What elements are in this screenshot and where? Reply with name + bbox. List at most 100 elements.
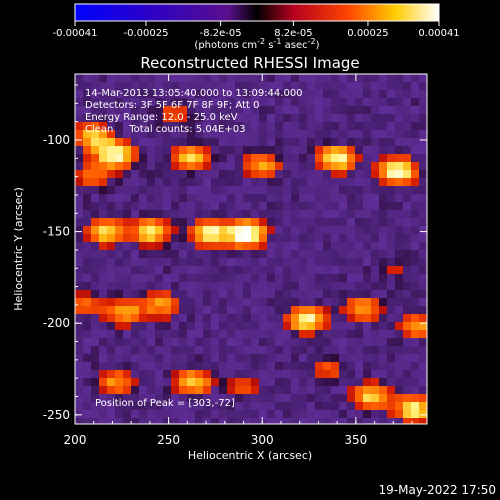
heatmap-cell (83, 154, 92, 163)
heatmap-cell (403, 242, 412, 251)
heatmap-cell (331, 114, 340, 123)
heatmap-cell (291, 90, 300, 99)
heatmap-cell (99, 234, 108, 243)
heatmap-cell (235, 74, 244, 83)
heatmap-cell (235, 250, 244, 259)
heatmap-cell (267, 186, 276, 195)
heatmap-cell (347, 378, 356, 387)
heatmap-cell (371, 218, 380, 227)
heatmap-cell (123, 330, 132, 339)
heatmap-cell (339, 106, 348, 115)
heatmap-cell (379, 202, 388, 211)
heatmap-cell (299, 354, 308, 363)
heatmap-cell (171, 194, 180, 203)
heatmap-cell (283, 362, 292, 371)
heatmap-cell (187, 146, 196, 155)
heatmap-cell (211, 122, 220, 131)
heatmap-cell (307, 266, 316, 275)
heatmap-cell (243, 74, 252, 83)
heatmap-cell (339, 82, 348, 91)
heatmap-cell (419, 170, 427, 179)
heatmap-cell (331, 274, 340, 283)
heatmap-cell (267, 290, 276, 299)
heatmap-cell (123, 202, 132, 211)
heatmap-cell (219, 322, 228, 331)
heatmap-cell (107, 314, 116, 323)
heatmap-cell (355, 258, 364, 267)
heatmap-cell (235, 258, 244, 267)
heatmap-cell (371, 122, 380, 131)
heatmap-cell (107, 346, 116, 355)
heatmap-cell (147, 122, 156, 131)
heatmap-cell (187, 274, 196, 283)
heatmap-cell (219, 162, 228, 171)
heatmap-cell (299, 402, 308, 411)
heatmap-cell (251, 378, 260, 387)
heatmap-cell (211, 226, 220, 235)
y-tick-label: -100 (43, 133, 70, 147)
heatmap-cell (235, 210, 244, 219)
annotation-time-range: 14-Mar-2013 13:05:40.000 to 13:09:44.000 (85, 88, 303, 99)
heatmap-cell (323, 114, 332, 123)
heatmap-cell (331, 218, 340, 227)
heatmap-cell (387, 210, 396, 219)
heatmap-cell (179, 266, 188, 275)
heatmap-cell (283, 338, 292, 347)
heatmap-cell (363, 394, 372, 403)
heatmap-cell (163, 162, 172, 171)
heatmap-cell (331, 258, 340, 267)
heatmap-cell (331, 306, 340, 315)
heatmap-cell (363, 106, 372, 115)
heatmap-cell (83, 106, 92, 115)
heatmap-cell (91, 146, 100, 155)
heatmap-cell (131, 186, 140, 195)
heatmap-cell (75, 114, 84, 123)
heatmap-cell (139, 402, 148, 411)
heatmap-cell (387, 98, 396, 107)
heatmap-cell (379, 402, 388, 411)
heatmap-cell (291, 378, 300, 387)
heatmap-cell (139, 346, 148, 355)
heatmap-cell (355, 130, 364, 139)
heatmap-cell (227, 378, 236, 387)
heatmap-cell (115, 298, 124, 307)
heatmap-cell (235, 322, 244, 331)
heatmap-cell (147, 370, 156, 379)
heatmap-cell (355, 306, 364, 315)
heatmap-cell (291, 234, 300, 243)
heatmap-cell (395, 298, 404, 307)
heatmap-cell (227, 330, 236, 339)
heatmap-cell (203, 386, 212, 395)
heatmap-cell (419, 410, 427, 419)
heatmap-cell (323, 330, 332, 339)
heatmap-cell (139, 282, 148, 291)
heatmap-cell (363, 298, 372, 307)
heatmap-cell (123, 338, 132, 347)
heatmap-cell (123, 386, 132, 395)
heatmap-cell (235, 242, 244, 251)
heatmap-cell (123, 362, 132, 371)
heatmap-cell (243, 330, 252, 339)
colorbar-ticks (74, 21, 440, 26)
heatmap-cell (259, 282, 268, 291)
heatmap-cell (387, 322, 396, 331)
heatmap-cell (307, 114, 316, 123)
heatmap-cell (227, 138, 236, 147)
heatmap-cell (291, 74, 300, 83)
heatmap-cell (307, 418, 316, 424)
heatmap-cell (219, 290, 228, 299)
heatmap-cell (347, 202, 356, 211)
heatmap-cell (323, 410, 332, 419)
heatmap-cell (195, 290, 204, 299)
heatmap-cell (123, 402, 132, 411)
heatmap-cell (91, 114, 100, 123)
heatmap-cell (371, 338, 380, 347)
heatmap-cell (251, 362, 260, 371)
heatmap-cell (219, 274, 228, 283)
heatmap-cell (99, 314, 108, 323)
heatmap-cell (275, 234, 284, 243)
heatmap-cell (235, 338, 244, 347)
heatmap-cell (195, 402, 204, 411)
heatmap-cell (187, 330, 196, 339)
heatmap-cell (91, 266, 100, 275)
